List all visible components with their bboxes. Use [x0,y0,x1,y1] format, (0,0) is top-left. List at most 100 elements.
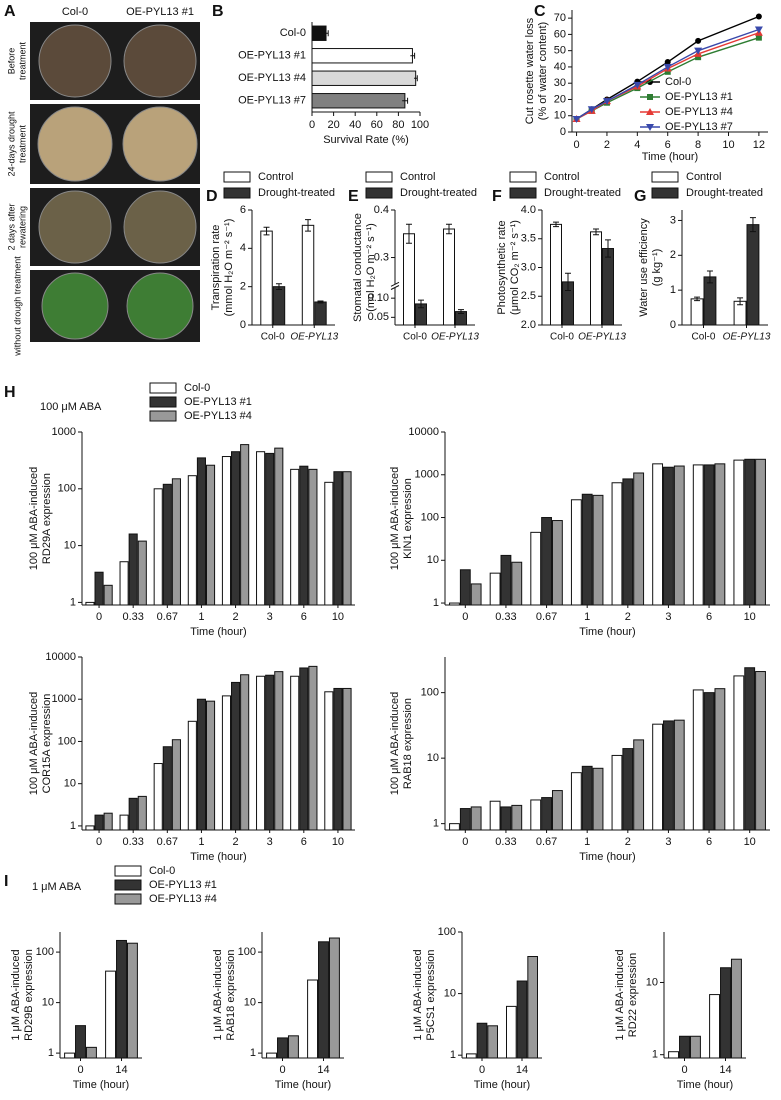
category-label: 0.67 [157,836,178,848]
legend-marker [647,94,653,100]
category-label: 0 [279,1064,285,1076]
legend-swatch [114,893,142,905]
bar [221,456,232,606]
x-axis-label: Time (hour) [677,1079,733,1091]
bar [324,481,334,606]
bar [703,692,715,831]
x-tick-label: 12 [753,139,765,151]
y-axis-label: P5CS1 expression [425,949,437,1040]
bar [755,671,766,831]
category-label: 3 [267,611,273,623]
bar [128,797,138,831]
panel-label: A [4,3,16,20]
bar [611,482,623,606]
bar [403,233,415,326]
axis-break [390,285,400,290]
error-bar [737,297,744,306]
y-axis-label: 100 μM ABA-induced [389,692,401,796]
category-label: 1 [584,611,590,623]
bar [652,463,664,606]
bar [470,583,482,606]
bar [652,723,664,831]
category-label: 10 [744,836,756,848]
category-label: 1 [198,611,204,623]
x-axis-label: Time (hour) [642,151,698,163]
legend-swatch [149,382,177,394]
row-label: 2 days after [6,203,16,250]
x-tick-label: 6 [665,139,671,151]
category-label: OE-PYL13 [431,332,479,343]
y-axis-label: (g kg⁻¹) [651,249,663,287]
legend-swatch [651,187,679,199]
y-tick-label: 10 [554,110,566,122]
bar [703,276,717,326]
bar [551,520,563,606]
pot [38,190,112,264]
bar [570,499,582,606]
bar [476,1022,488,1059]
y-tick-label: 1 [250,1047,256,1059]
bar [105,970,117,1059]
bar [500,806,512,831]
bar [541,797,552,831]
y-tick-label: 1 [433,597,439,609]
category-label: 0.33 [495,836,516,848]
marker [587,106,596,114]
y-tick-label: 10 [444,987,456,999]
bar [744,458,756,606]
x-axis-label: Time (hour) [275,1079,331,1091]
category-label: 1 [584,836,590,848]
bar [240,674,250,831]
bar [277,1037,288,1059]
bar [690,298,704,326]
bar [714,463,726,606]
bar [730,958,742,1059]
category-label: 14 [719,1064,731,1076]
y-tick-label: 0 [560,126,566,138]
y-tick-label: 10000 [408,426,439,438]
legend-label: OE-PYL13 #1 [149,879,217,891]
bar [64,1052,76,1059]
x-tick-label: 60 [371,119,383,131]
bar [500,554,512,606]
legend-swatch [223,187,251,199]
bar [592,767,604,831]
bar [679,1035,690,1059]
y-tick-label: 0.4 [374,204,389,216]
error-bar [605,239,611,258]
bar [487,1025,499,1059]
error-bar [410,52,416,59]
bar [119,814,129,831]
legend-marker [646,124,654,131]
y-tick-label: 100 [438,926,456,938]
bar [333,687,343,831]
pot [123,24,197,98]
bar [333,471,343,606]
bar [581,765,593,831]
error-bar [446,223,452,235]
panel-label: E [348,188,359,205]
bar [489,572,501,606]
x-tick-label: 40 [349,119,361,131]
y-tick-label: 10 [646,976,658,988]
y-axis-label: (μmol CO₂ m⁻² s⁻¹) [509,220,521,315]
legend-label: Col-0 [665,76,691,88]
x-axis-label: Survival Rate (%) [323,134,409,146]
y-axis-label: Transpiration rate [210,225,222,311]
y-axis-label: RAB18 expression [225,949,237,1040]
bar [311,93,406,109]
panel-label: G [634,188,646,205]
bar [668,1051,680,1059]
error-bar [275,283,282,291]
marker [663,63,672,71]
bar [126,942,138,1059]
legend-label: OE-PYL13 #1 [184,396,252,408]
category-label: 0 [96,611,102,623]
marker [754,26,763,34]
bar [153,763,163,831]
bar [527,956,538,1059]
bar [633,739,645,831]
row-label: treatment [17,124,27,163]
bar [703,464,715,606]
bar [709,994,721,1059]
